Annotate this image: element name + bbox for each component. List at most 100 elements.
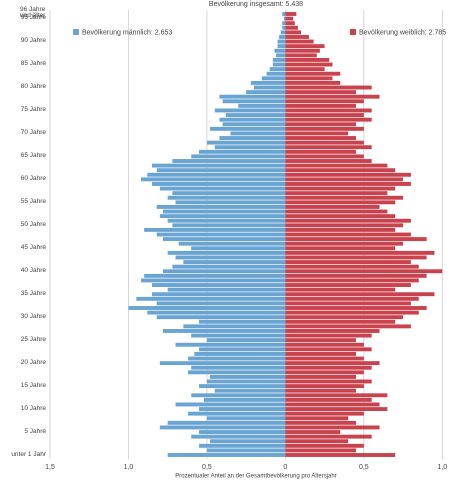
y-tick-label: 30 Jahre — [20, 312, 46, 320]
bar — [285, 103, 356, 108]
bar — [285, 283, 411, 287]
bar — [285, 113, 364, 118]
bar — [275, 53, 286, 58]
bar — [285, 324, 411, 329]
bar — [238, 103, 286, 108]
bar — [206, 379, 286, 384]
bar — [285, 278, 419, 283]
bar — [285, 269, 443, 274]
bar — [285, 402, 380, 407]
bar — [285, 379, 372, 384]
bar — [167, 420, 286, 425]
bar — [285, 214, 396, 219]
bar — [285, 67, 325, 72]
bar — [206, 140, 286, 145]
bar — [261, 76, 286, 81]
y-tick-label-box: 15 Jahre — [20, 381, 46, 389]
bar — [285, 374, 356, 379]
bar — [222, 122, 286, 127]
bar — [285, 191, 388, 196]
bar — [152, 182, 286, 186]
bar — [191, 365, 286, 370]
bar — [285, 149, 356, 154]
bar — [285, 117, 372, 122]
bar — [162, 237, 286, 242]
bar — [210, 126, 286, 131]
bar — [162, 209, 286, 214]
bar — [285, 90, 356, 95]
bar — [144, 273, 286, 278]
bar — [285, 388, 356, 393]
bar — [152, 163, 286, 168]
y-tick-label-box: 80 Jahre — [20, 83, 46, 91]
bar — [285, 35, 309, 39]
y-tick-label-box: 25 Jahre — [21, 336, 46, 343]
y-tick-label: 15 Jahre — [20, 381, 46, 389]
bar — [222, 99, 286, 104]
bar — [282, 25, 286, 30]
bar — [285, 361, 380, 366]
bar — [285, 292, 435, 297]
bar — [175, 342, 286, 347]
y-tick-label: 85 Jahre — [20, 60, 46, 68]
bar — [147, 172, 286, 177]
bar — [219, 94, 286, 99]
bar — [285, 310, 419, 315]
bar — [172, 264, 286, 269]
bar — [152, 283, 286, 287]
y-tick-label: 5 Jahre — [24, 427, 46, 435]
bar — [285, 21, 295, 26]
bar — [285, 287, 396, 292]
bar — [285, 301, 411, 306]
y-tick-label-box: 45 Jahre — [20, 244, 46, 252]
bar — [183, 324, 286, 329]
bar — [167, 218, 286, 223]
bar — [206, 416, 286, 421]
bar — [285, 453, 396, 457]
bar — [199, 347, 286, 352]
bar — [285, 94, 380, 99]
x-tick-label: 1,0 — [124, 464, 134, 471]
y-tick-label: 90 Jahre — [20, 37, 46, 45]
bar — [178, 241, 286, 246]
bar — [285, 273, 427, 278]
bar — [254, 85, 286, 90]
bar — [285, 172, 411, 177]
bar — [285, 397, 372, 402]
bar — [283, 16, 286, 21]
bar — [141, 278, 286, 283]
bar — [285, 218, 411, 223]
bar — [214, 145, 286, 150]
y-tick-label: 35 Jahre — [20, 289, 46, 297]
bar — [199, 384, 286, 389]
bar — [191, 393, 286, 398]
bar — [203, 397, 286, 402]
bar — [214, 108, 286, 113]
bar — [285, 126, 364, 131]
bar — [285, 182, 411, 186]
bar — [167, 195, 286, 200]
bar — [199, 319, 286, 324]
y-tick-label-box: 90 Jahre — [20, 37, 46, 45]
bar — [136, 296, 286, 301]
bar — [285, 136, 356, 140]
bar — [285, 57, 330, 62]
bar — [285, 71, 341, 76]
y-tick-label: 80 Jahre — [20, 83, 46, 91]
bar — [159, 214, 286, 219]
bar — [188, 411, 286, 416]
y-tick-label: unter 1 Jahr — [11, 450, 46, 458]
bar — [285, 122, 356, 127]
bar — [156, 315, 286, 320]
y-tick-label: 45 Jahre — [20, 244, 46, 252]
y-tick-label: 55 Jahre — [20, 198, 46, 206]
bar — [285, 30, 302, 35]
y-tick-label-box: 55 Jahre — [20, 198, 46, 206]
bar — [191, 434, 286, 439]
bar — [162, 329, 286, 333]
x-tick-label: 1,5 — [45, 464, 55, 471]
bar — [285, 306, 427, 310]
bar — [156, 232, 286, 237]
bar — [285, 62, 333, 67]
